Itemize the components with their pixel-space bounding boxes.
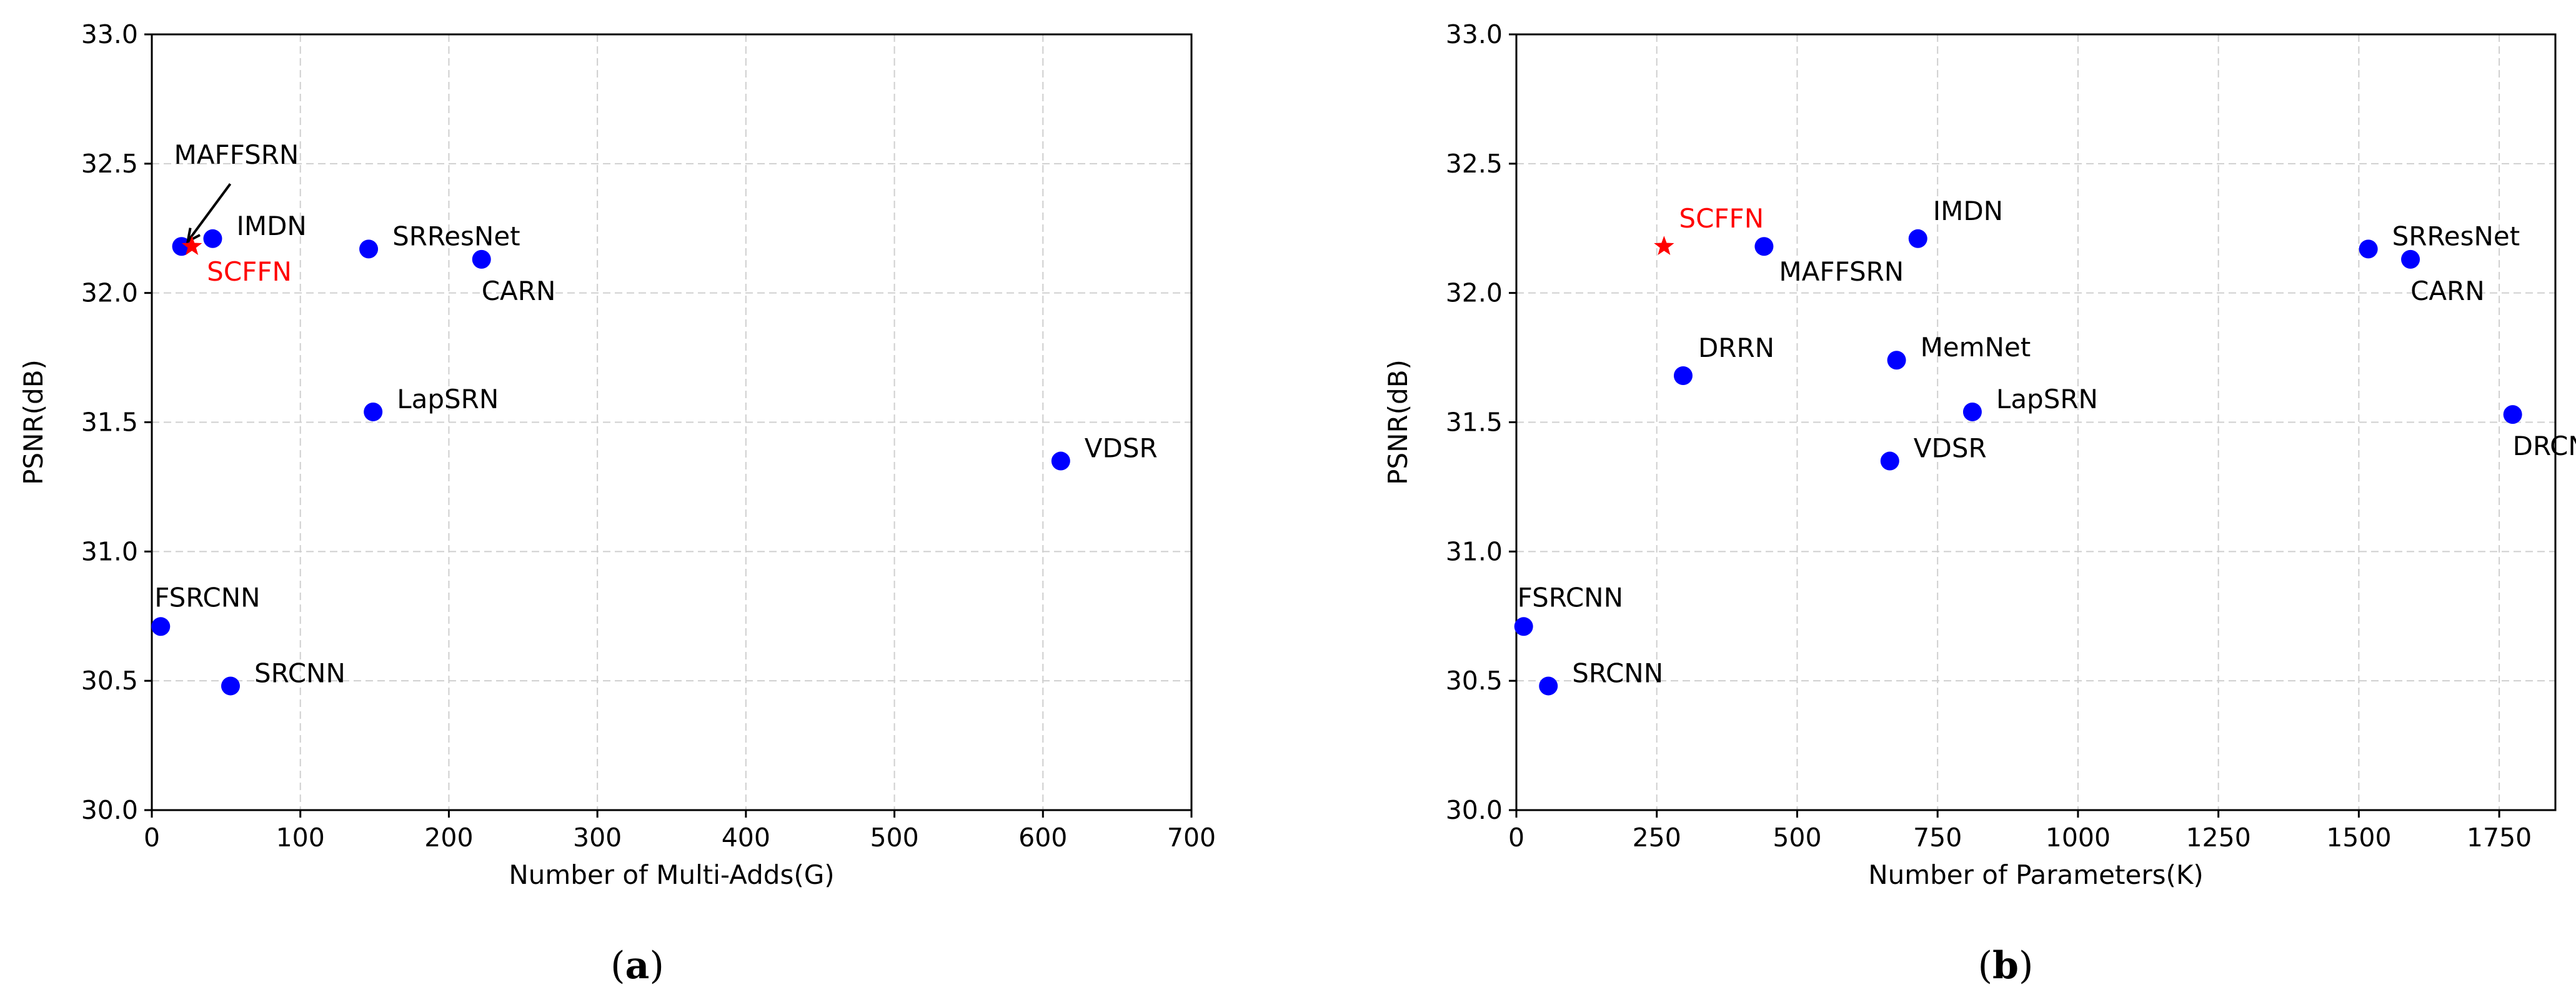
data-point (359, 239, 379, 259)
y-tick-label: 31.5 (81, 408, 138, 438)
data-point (364, 402, 383, 421)
data-point (221, 676, 240, 696)
data-point (1754, 237, 1774, 256)
y-tick-label: 30.5 (1446, 666, 1503, 696)
y-tick-label: 33.0 (81, 19, 138, 49)
x-tick-label: 1250 (2186, 823, 2250, 853)
point-label: SRCNN (1572, 658, 1663, 688)
point-label: SRCNN (254, 658, 346, 688)
x-tick-label: 500 (1773, 823, 1821, 853)
data-point (2401, 249, 2420, 269)
data-point (1887, 351, 1906, 370)
x-tick-label: 750 (1913, 823, 1962, 853)
point-label: CARN (2410, 276, 2485, 306)
data-point (1539, 676, 1558, 696)
data-point (1673, 366, 1693, 386)
point-label: DRCN (2513, 431, 2576, 461)
y-tick-label: 32.0 (81, 278, 138, 308)
point-label: FSRCNN (1518, 582, 1623, 613)
data-point (151, 617, 171, 636)
point-label: MAFFSRN (174, 139, 299, 170)
y-tick-label: 32.5 (1446, 149, 1503, 179)
point-label: CARN (482, 276, 556, 306)
point-label: VDSR (1085, 433, 1158, 464)
data-point (1962, 402, 1982, 421)
y-tick-label: 31.0 (1446, 536, 1503, 566)
point-label: SCFFN (1679, 203, 1764, 234)
y-axis-title: PSNR(dB) (18, 359, 49, 485)
panel-caption: (b) (1978, 944, 2034, 988)
panel-a: 0 100 200 300 400 500 600 700 30.0 30.5 31.0 31.5 32… (18, 19, 1216, 988)
y-tick-label: 32.0 (1446, 278, 1503, 308)
x-axis-title: Number of Multi-Adds(G) (509, 859, 834, 890)
y-axis-title: PSNR(dB) (1383, 359, 1413, 485)
x-axis-title: Number of Parameters(K) (1868, 859, 2204, 890)
y-tick-label: 30.0 (81, 795, 138, 825)
highlight-star-marker (182, 236, 202, 255)
data-point (172, 237, 191, 256)
annotation-arrow (186, 183, 232, 243)
x-tick-label: 400 (722, 823, 770, 853)
y-tick-label: 30.5 (81, 666, 138, 696)
data-point (2503, 405, 2522, 424)
x-tick-label: 200 (424, 823, 473, 853)
x-tick-label: 100 (276, 823, 325, 853)
x-tick-label: 0 (144, 823, 160, 853)
point-label: IMDN (1933, 196, 2003, 226)
x-tick-label: 300 (573, 823, 622, 853)
panel-caption: (a) (610, 944, 664, 988)
x-tick-label: 500 (870, 823, 918, 853)
caption-close-paren: ) (2019, 944, 2033, 988)
point-label: LapSRN (397, 384, 499, 414)
point-label: MAFFSRN (1779, 256, 1904, 287)
caption-letter: b (1992, 944, 2019, 988)
caption-open-paren: ( (1978, 944, 1992, 988)
annotation-arrowhead (186, 228, 201, 244)
x-tick-label: 600 (1018, 823, 1067, 853)
x-tick-label: 0 (1508, 823, 1524, 853)
y-tick-label: 31.0 (81, 536, 138, 566)
point-label: VDSR (1914, 433, 1987, 464)
highlight-star-marker (1654, 236, 1674, 255)
x-tick-label: 700 (1167, 823, 1216, 853)
point-label: SRResNet (2392, 221, 2520, 251)
data-point (1908, 229, 1927, 248)
x-tick-label: 1000 (2046, 823, 2111, 853)
y-tick-label: 32.5 (81, 149, 138, 179)
data-point (1051, 451, 1070, 471)
caption-close-paren: ) (649, 944, 664, 988)
data-point (1514, 617, 1533, 636)
data-point (203, 229, 222, 248)
x-tick-label: 1500 (2326, 823, 2391, 853)
point-label: IMDN (236, 211, 306, 241)
point-label: SCFFN (207, 256, 292, 287)
caption-open-paren: ( (610, 944, 625, 988)
point-label: SRResNet (392, 221, 520, 251)
y-tick-label: 31.5 (1446, 408, 1503, 438)
point-label: DRRN (1698, 333, 1774, 363)
point-label: FSRCNN (154, 582, 260, 613)
x-tick-label: 250 (1633, 823, 1681, 853)
y-tick-label: 33.0 (1446, 19, 1503, 49)
point-label: MemNet (1921, 332, 2031, 363)
y-tick-label: 30.0 (1446, 795, 1503, 825)
data-point (472, 249, 491, 269)
point-label: LapSRN (1996, 384, 2098, 414)
x-tick-label: 1750 (2467, 823, 2532, 853)
panel-b: 0 250 500 750 1000 1250 1500 1750 30.0 30.5 31.0 31… (1383, 19, 2576, 988)
data-point (1880, 451, 1899, 471)
caption-letter: a (625, 944, 650, 988)
data-point (2359, 239, 2378, 259)
